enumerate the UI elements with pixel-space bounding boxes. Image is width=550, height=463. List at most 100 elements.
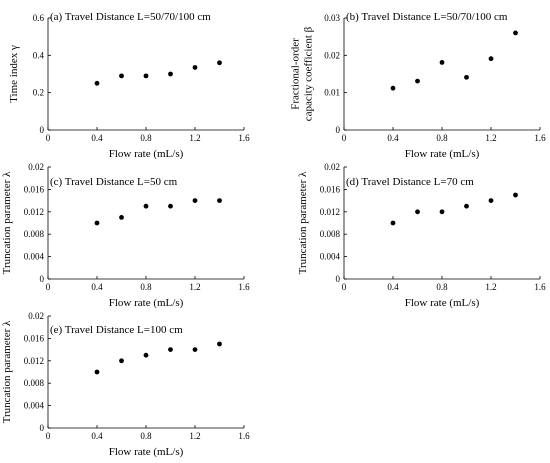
data-point: [488, 56, 494, 62]
y-axis-title: Truncation parameter λ: [297, 171, 309, 274]
data-point: [119, 358, 124, 364]
x-tick-label: 0.8: [140, 282, 152, 292]
data-point: [192, 198, 198, 204]
y-axis-title: Truncation parameter λ: [1, 171, 13, 274]
y-axis-title: Truncation parameter λ: [1, 320, 13, 423]
y-tick-label: 0.004: [24, 401, 45, 411]
x-tick-label: 1.2: [485, 133, 496, 143]
chart-panel-2: 0 0.4 0.8 1.2 1.6 0 0.004 0.008 0.012 0.016 0.02 Fl…: [1, 162, 250, 309]
data-point: [217, 341, 222, 347]
y-tick-label: 0: [40, 125, 45, 135]
data-point: [192, 65, 198, 70]
data-point: [168, 203, 173, 209]
y-tick-label: 0.4: [33, 50, 45, 60]
x-tick-label: 1.2: [189, 133, 200, 143]
chart-panel-4: 0 0.4 0.8 1.2 1.6 0 0.004 0.008 0.012 0.016 0.02 Fl…: [1, 311, 250, 458]
y-tick-label: 0.02: [28, 162, 44, 172]
y-tick-label: 0.2: [33, 88, 44, 98]
x-tick-label: 1.6: [534, 133, 546, 143]
y-tick-label: 0.012: [320, 207, 340, 217]
y-tick-label: 0.012: [24, 207, 44, 217]
chart-panel-0: 0 0.4 0.8 1.2 1.6 0 0.2 0.4 0.6 Flow rate (mL/s) T…: [8, 11, 250, 160]
y-axis-title: Time index γ: [8, 45, 20, 103]
y-tick-label: 0: [336, 125, 341, 135]
x-axis-title: Flow rate (mL/s): [405, 297, 480, 309]
y-axis-title: capacity coefficient β: [303, 26, 315, 121]
y-tick-label: 0.016: [24, 184, 45, 194]
x-tick-label: 0.8: [436, 282, 448, 292]
y-tick-label: 0.004: [24, 252, 45, 262]
x-tick-label: 0.8: [140, 133, 152, 143]
data-point: [217, 60, 222, 66]
data-point: [415, 209, 420, 215]
x-tick-label: 0: [342, 282, 347, 292]
data-point: [143, 73, 149, 79]
x-tick-label: 0.4: [91, 133, 103, 143]
data-point: [143, 352, 149, 358]
data-point: [143, 203, 149, 209]
y-tick-label: 0: [40, 423, 45, 433]
data-point: [390, 220, 396, 226]
x-tick-label: 0.4: [91, 282, 103, 292]
data-point: [464, 203, 469, 209]
x-tick-label: 1.2: [189, 282, 200, 292]
data-point: [192, 347, 198, 352]
x-tick-label: 1.6: [238, 431, 250, 441]
y-tick-label: 0.016: [320, 184, 341, 194]
data-point: [488, 198, 494, 204]
y-tick-label: 0: [40, 274, 45, 284]
x-tick-label: 1.2: [189, 431, 200, 441]
x-tick-label: 0.8: [436, 133, 448, 143]
data-point: [217, 198, 222, 204]
y-tick-label: 0.016: [24, 333, 45, 343]
y-tick-label: 0.01: [324, 88, 340, 98]
x-tick-label: 0: [46, 133, 51, 143]
data-point: [390, 85, 396, 91]
y-tick-label: 0.02: [28, 311, 44, 321]
data-point: [119, 215, 124, 220]
x-axis-title: Flow rate (mL/s): [109, 446, 184, 458]
y-tick-label: 0.008: [24, 378, 45, 388]
data-point: [439, 209, 445, 215]
data-point: [439, 60, 445, 65]
data-point: [168, 347, 173, 352]
data-point: [94, 220, 100, 226]
y-tick-label: 0.008: [320, 229, 341, 239]
data-point: [415, 78, 420, 84]
y-tick-label: 0.02: [324, 50, 340, 60]
data-point: [168, 71, 173, 77]
x-axis-title: Flow rate (mL/s): [405, 148, 480, 160]
x-tick-label: 0.4: [91, 431, 103, 441]
data-point: [119, 73, 124, 79]
y-axis-title: Fractional-order: [290, 38, 302, 110]
chart-panel-3: 0 0.4 0.8 1.2 1.6 0 0.004 0.008 0.012 0.016 0.02 Fl…: [297, 162, 546, 309]
x-tick-label: 1.6: [238, 282, 250, 292]
y-tick-label: 0.012: [24, 356, 44, 366]
panel-title: (c) Travel Distance L=50 cm: [50, 176, 178, 188]
x-axis-title: Flow rate (mL/s): [109, 148, 184, 160]
panel-title: (a) Travel Distance L=50/70/100 cm: [50, 11, 211, 23]
data-point: [94, 80, 100, 86]
y-tick-label: 0.008: [24, 229, 45, 239]
x-tick-label: 0.4: [387, 133, 399, 143]
panel-title: (e) Travel Distance L=100 cm: [50, 324, 183, 336]
x-tick-label: 1.2: [485, 282, 496, 292]
data-point: [513, 192, 518, 198]
x-axis-title: Flow rate (mL/s): [109, 297, 184, 309]
x-tick-label: 0.8: [140, 431, 152, 441]
panel-title: (d) Travel Distance L=70 cm: [346, 176, 474, 188]
y-tick-label: 0.02: [324, 162, 340, 172]
chart-panel-1: 0 0.4 0.8 1.2 1.6 0 0.01 0.02 0.03 Flow rate (mL/…: [290, 11, 547, 160]
x-tick-label: 0: [46, 431, 51, 441]
x-tick-label: 1.6: [238, 133, 250, 143]
x-tick-label: 1.6: [534, 282, 546, 292]
x-tick-label: 0: [342, 133, 347, 143]
panel-title: (b) Travel Distance L=50/70/100 cm: [346, 11, 508, 23]
x-tick-label: 0: [46, 282, 51, 292]
y-tick-label: 0.6: [33, 13, 45, 23]
x-tick-label: 0.4: [387, 282, 399, 292]
y-tick-label: 0.004: [320, 252, 341, 262]
data-point: [94, 369, 100, 375]
